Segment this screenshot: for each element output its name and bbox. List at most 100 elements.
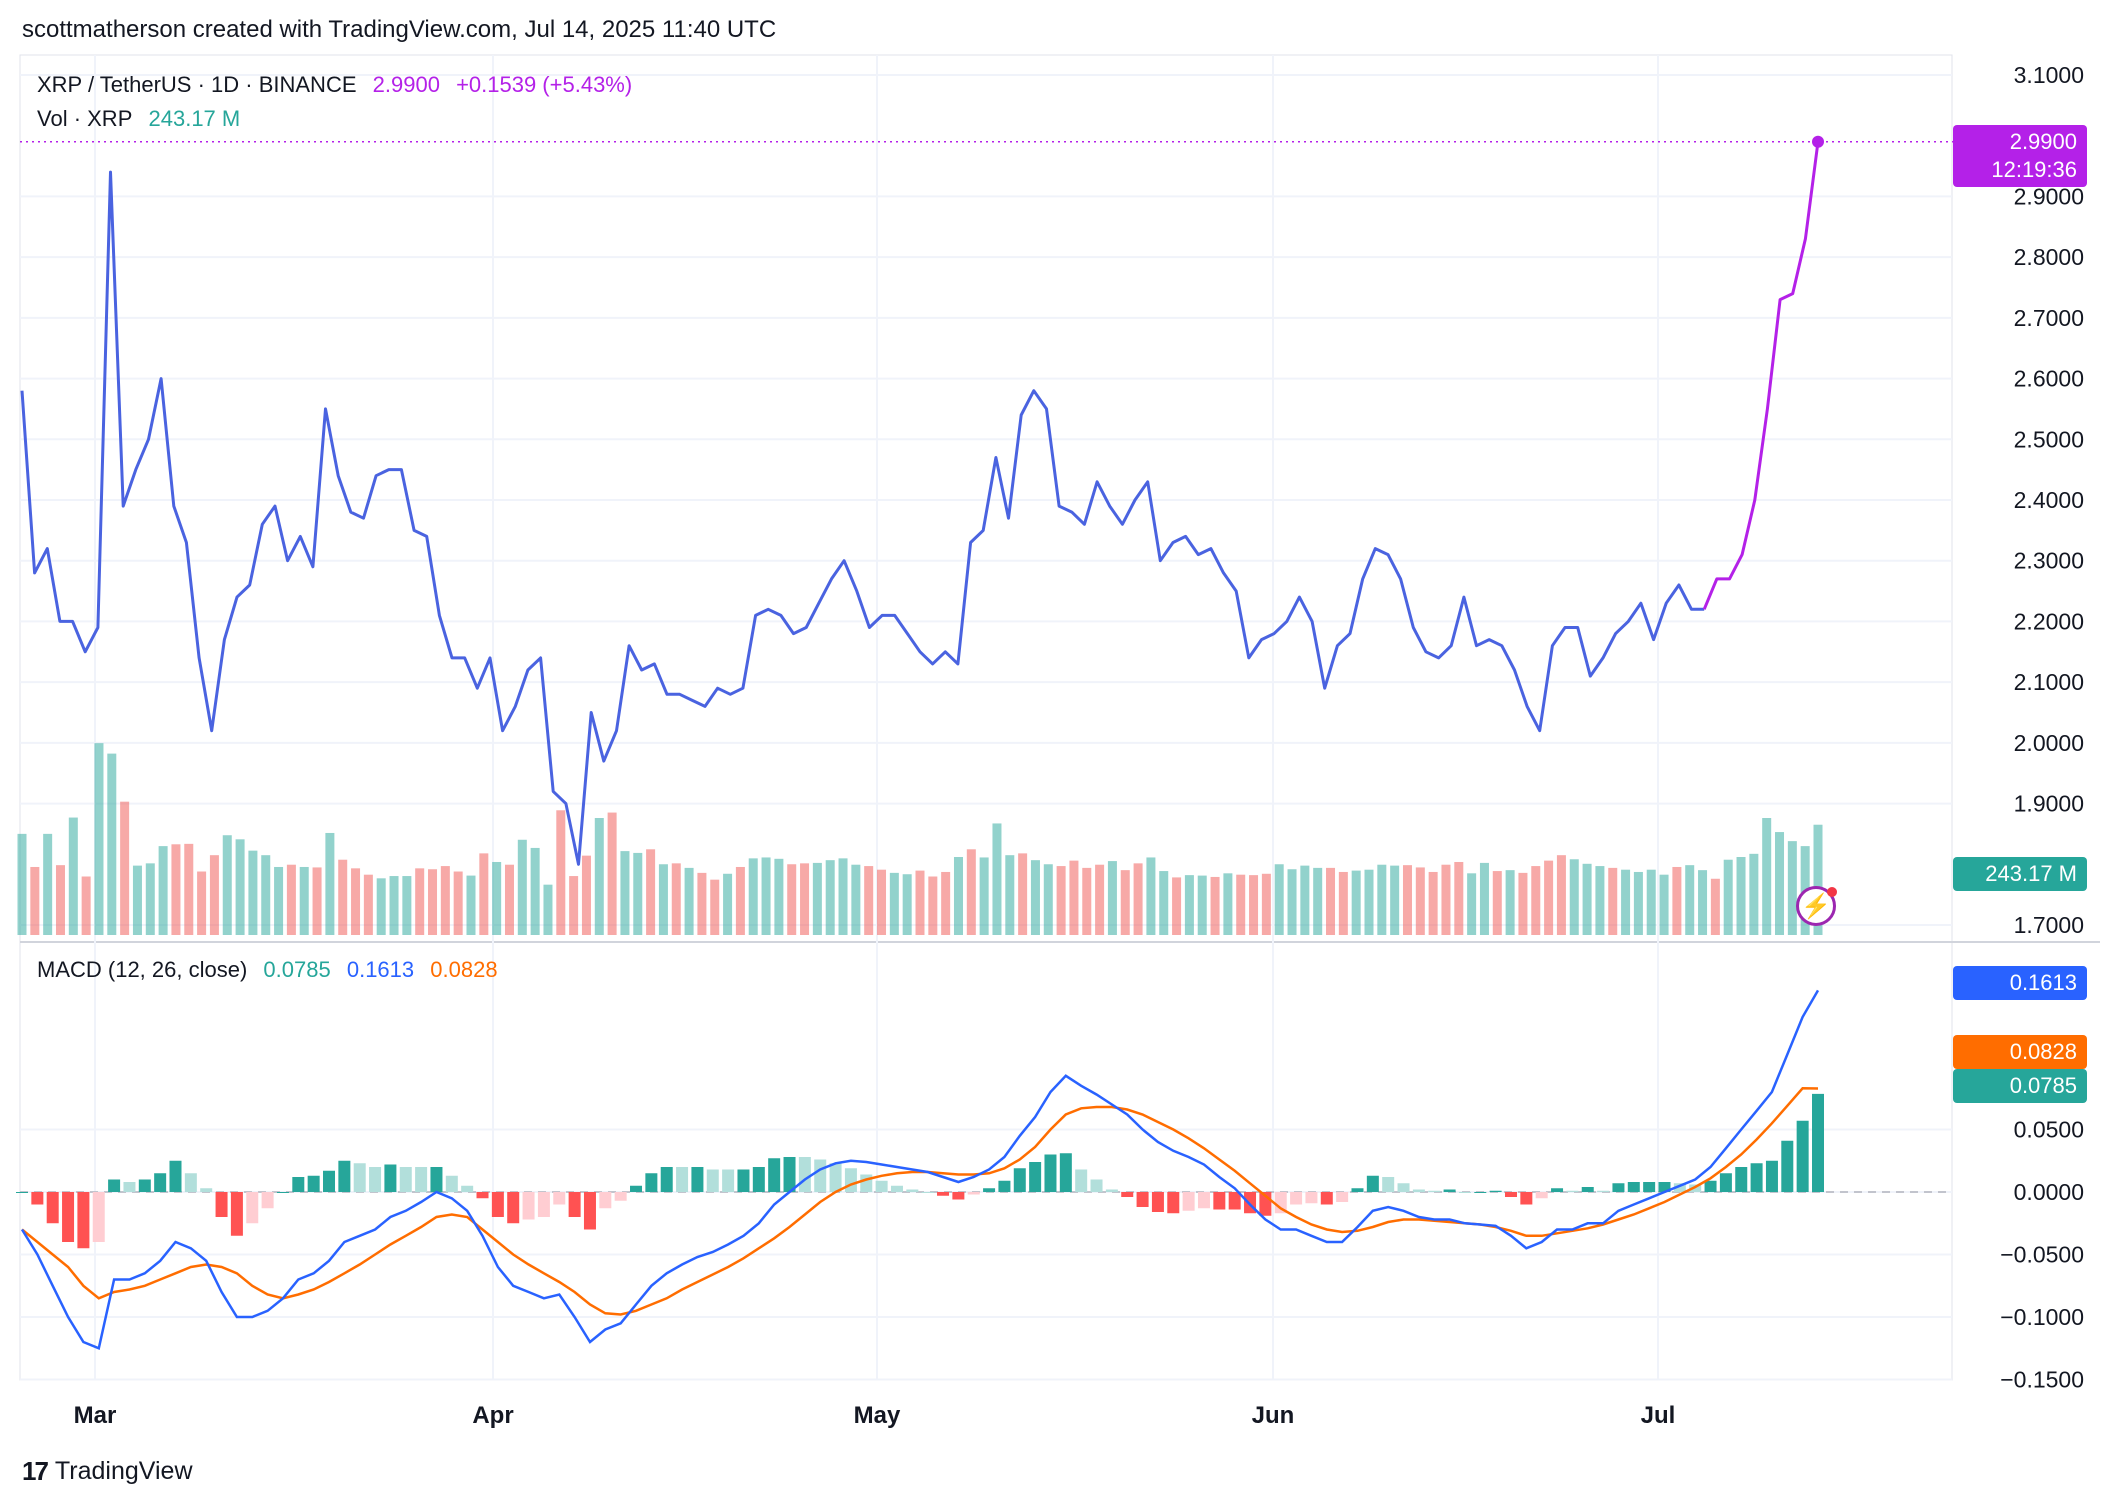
volume-bar (466, 875, 476, 935)
volume-legend: Vol · XRP 243.17 M (37, 106, 250, 132)
volume-bar (1749, 853, 1759, 935)
macd-histogram-bar (1673, 1183, 1686, 1192)
volume-bar (1608, 867, 1618, 935)
volume-bar (389, 876, 399, 935)
macd-histogram-bar (952, 1192, 965, 1200)
brand-name: TradingView (54, 1457, 193, 1485)
macd-histogram-bar (276, 1192, 289, 1193)
macd-histogram-bar (445, 1175, 458, 1192)
volume-bar (658, 864, 668, 935)
macd-histogram-bar (1151, 1192, 1164, 1212)
volume-bar (1569, 859, 1579, 935)
macd-histogram-bar (860, 1174, 873, 1192)
volume-bar (1184, 875, 1194, 935)
macd-histogram-bar (1013, 1168, 1026, 1192)
price-value: 2.9900 (372, 72, 440, 97)
volume-bar (1377, 864, 1387, 935)
macd-histogram-bar (676, 1167, 689, 1192)
macd-histogram-bar (1796, 1120, 1809, 1192)
macd-histogram-bar (1627, 1182, 1640, 1192)
macd-histogram-bar (1612, 1183, 1625, 1192)
volume-label[interactable]: Vol · XRP (37, 106, 133, 131)
volume-bar (68, 817, 78, 935)
macd-histogram-bar (123, 1182, 136, 1192)
macd-histogram-bar (77, 1192, 90, 1249)
macd-histogram-bar (937, 1192, 950, 1196)
macd-histogram-bar (1228, 1192, 1241, 1210)
volume-bar (453, 871, 463, 935)
macd-histogram-bar (1566, 1190, 1579, 1192)
macd-histogram-bar (507, 1192, 520, 1224)
tradingview-logo[interactable]: 17 TradingView (22, 1456, 193, 1487)
macd-histogram-bar (998, 1180, 1011, 1192)
volume-bar (504, 864, 514, 935)
volume-bar (43, 833, 53, 935)
volume-bar (1313, 867, 1323, 935)
macd-histogram-bar (46, 1192, 59, 1224)
macd-histogram-bar (1105, 1189, 1118, 1192)
volume-bar (761, 857, 771, 935)
volume-bar (248, 850, 258, 935)
macd-histogram-bar (1059, 1153, 1072, 1192)
volume-bar (530, 847, 540, 935)
volume-bar (607, 812, 617, 935)
volume-bar (966, 849, 976, 935)
price-tick-label: 2.3000 (2014, 548, 2084, 574)
macd-histogram-bar (1366, 1175, 1379, 1192)
volume-bar (1249, 875, 1259, 935)
macd-histogram-bar (1597, 1190, 1610, 1192)
volume-bar (222, 835, 232, 935)
volume-bar (1082, 867, 1092, 935)
volume-bar (376, 878, 386, 935)
macd-histogram-bar (1643, 1182, 1656, 1192)
volume-bar (633, 852, 643, 935)
volume-bar (1402, 865, 1412, 935)
volume-bar (325, 832, 335, 935)
volume-bar (1787, 841, 1797, 935)
volume-bar (1069, 860, 1079, 935)
macd-histogram-bar (384, 1164, 397, 1192)
volume-bar (1428, 871, 1438, 935)
price-tick-label: 2.0000 (2014, 730, 2084, 756)
macd-histogram-bar (1781, 1140, 1794, 1192)
symbol-label[interactable]: XRP / TetherUS · 1D · BINANCE (37, 72, 357, 97)
price-tick-label: 1.9000 (2014, 791, 2084, 817)
volume-bar (1043, 864, 1053, 935)
volume-bar (1479, 862, 1489, 935)
macd-histogram-bar (200, 1188, 213, 1192)
volume-bar (1415, 867, 1425, 935)
macd-tick-label: −0.1000 (2000, 1304, 2084, 1330)
volume-bar (1723, 859, 1733, 935)
volume-bar (1133, 863, 1143, 935)
volume-bar (1556, 855, 1566, 935)
last-price-dot (1812, 135, 1824, 148)
macd-histogram-bar (1489, 1190, 1502, 1192)
volume-bar (915, 870, 925, 935)
price-tick-label: 2.8000 (2014, 244, 2084, 270)
macd-legend: MACD (12, 26, close) 0.0785 0.1613 0.082… (37, 957, 508, 983)
volume-bar (1659, 874, 1669, 935)
volume-bar (440, 866, 450, 935)
volume-bar (158, 846, 168, 935)
macd-histogram-bar (844, 1168, 857, 1192)
macd-label[interactable]: MACD (12, 26, close) (37, 957, 248, 982)
volume-bar (543, 884, 553, 935)
volume-bar (851, 864, 861, 935)
macd-histogram-bar (1290, 1192, 1303, 1205)
volume-bar (1582, 863, 1592, 935)
price-tick-label: 2.4000 (2014, 487, 2084, 513)
volume-bar (1351, 870, 1361, 935)
volume-bar (774, 858, 784, 935)
volume-bar (1685, 865, 1695, 935)
price-tick-label: 2.5000 (2014, 426, 2084, 452)
volume-bar (1467, 873, 1477, 935)
volume-bar (864, 866, 874, 935)
volume-bar (646, 849, 656, 935)
macd-histogram-bar (614, 1192, 627, 1201)
macd-histogram-bar (169, 1160, 182, 1192)
volume-bar (197, 871, 207, 935)
volume-bar (286, 864, 296, 935)
price-tick-label: 2.7000 (2014, 305, 2084, 331)
alert-bolt-icon[interactable]: ⚡ (1796, 886, 1836, 926)
macd-histogram-bar (814, 1159, 827, 1192)
